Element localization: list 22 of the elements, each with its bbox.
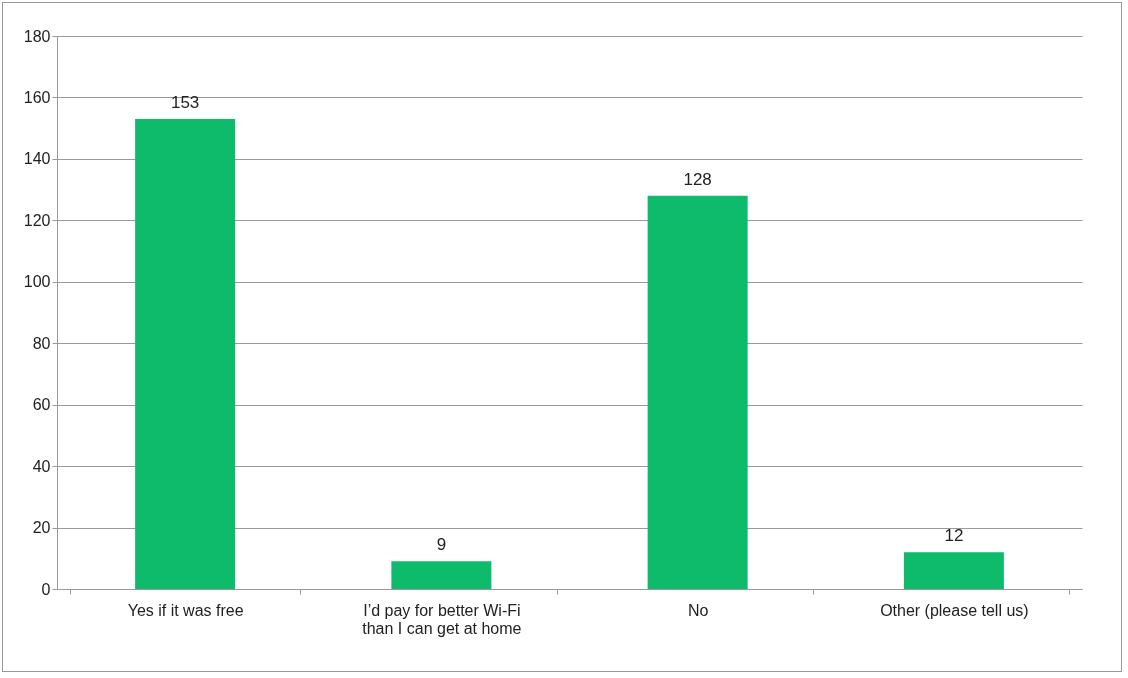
data-label: 12 [944, 526, 964, 546]
bar [647, 195, 748, 589]
y-tick-label: 180 [23, 27, 51, 45]
x-tick-label: No [687, 601, 709, 619]
data-label: 9 [436, 535, 447, 555]
data-label: 128 [683, 169, 712, 189]
y-tick-label: 0 [41, 580, 51, 598]
y-tick-label: 140 [23, 150, 51, 168]
y-tick-label: 160 [23, 88, 51, 106]
x-tick-label: I’d pay for better Wi-Fi than I can get at home [362, 601, 522, 637]
bar [391, 561, 492, 589]
bar [135, 118, 236, 589]
y-tick-label: 80 [32, 334, 51, 352]
y-tick-label: 20 [32, 519, 51, 537]
y-tick-label: 100 [23, 273, 51, 291]
y-tick-label: 120 [23, 211, 51, 229]
data-label: 153 [170, 92, 200, 112]
y-tick-label: 60 [32, 396, 51, 414]
bar [903, 552, 1004, 589]
x-tick-label: Other (please tell us) [880, 601, 1029, 619]
x-tick-label: Yes if it was free [127, 601, 244, 619]
y-tick-label: 40 [32, 457, 51, 475]
